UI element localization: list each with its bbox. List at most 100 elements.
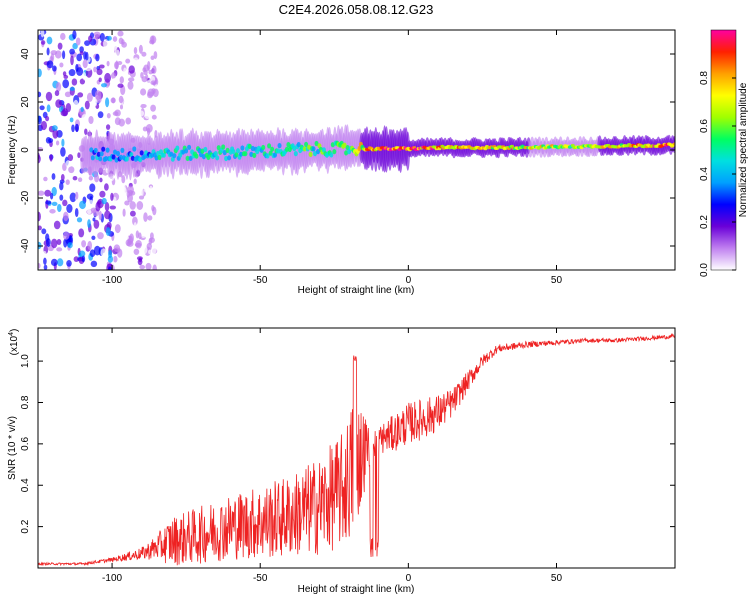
heatmap-cell <box>119 104 124 110</box>
heatmap-cell <box>286 142 291 148</box>
spectrogram-xlabel: Height of straight line (km) <box>298 285 415 296</box>
heatmap-cell <box>148 47 155 53</box>
heatmap-cell <box>50 238 58 249</box>
heatmap-cell <box>307 144 312 150</box>
heatmap-cell <box>250 145 255 152</box>
heatmap-cell <box>127 193 133 203</box>
heatmap-cell <box>123 67 127 77</box>
heatmap-cell <box>187 144 192 150</box>
heatmap-cell <box>93 147 98 154</box>
heatmap-cell <box>135 240 142 249</box>
heatmap-cell <box>125 239 132 247</box>
heatmap-cell <box>111 77 117 88</box>
heatmap-cell <box>143 212 148 222</box>
heatmap-cell <box>154 155 159 161</box>
heatmap-cell <box>56 247 63 252</box>
heatmap-cell <box>93 98 98 107</box>
heatmap-cell <box>147 88 155 97</box>
heatmap-cell <box>65 102 72 113</box>
heatmap-cell <box>62 79 70 89</box>
heatmap-cell <box>329 152 334 158</box>
heatmap-cell <box>243 151 248 157</box>
heatmap-cell <box>148 249 152 255</box>
heatmap-cell <box>43 176 48 182</box>
heatmap-cell <box>38 190 45 196</box>
heatmap-cell <box>99 190 106 198</box>
heatmap-cell <box>124 235 129 240</box>
heatmap-cell <box>45 115 50 122</box>
heatmap-cell <box>93 31 101 38</box>
heatmap-cell <box>51 173 56 180</box>
heatmap-cell <box>215 155 220 161</box>
heatmap-cell <box>38 142 41 148</box>
snr-line-series <box>38 332 675 567</box>
colorbar-tick-label: 0.8 <box>699 71 710 85</box>
heatmap-cell <box>100 83 108 88</box>
heatmap-cell <box>123 224 127 234</box>
heatmap-cell <box>84 100 90 110</box>
heatmap-cell <box>43 257 47 265</box>
heatmap-cell <box>49 220 54 229</box>
heatmap-cell <box>75 191 79 200</box>
heatmap-cell <box>66 204 73 213</box>
y-tick-label: 0.6 <box>20 436 31 450</box>
heatmap-cell <box>140 229 147 238</box>
heatmap-cell <box>134 36 138 43</box>
heatmap-cell <box>110 49 114 56</box>
heatmap-cell <box>296 142 301 148</box>
heatmap-cell <box>76 217 83 223</box>
heatmap-cell <box>49 209 56 214</box>
colorbar-tick-label: 0.2 <box>699 215 710 229</box>
heatmap-cell <box>140 103 147 109</box>
heatmap-cell <box>72 30 77 40</box>
heatmap-cell <box>128 103 134 110</box>
heatmap-cell <box>72 42 78 50</box>
heatmap-cell <box>109 205 117 210</box>
heatmap-cell <box>93 245 101 256</box>
heatmap-cell <box>132 181 138 188</box>
heatmap-cell <box>89 147 94 153</box>
heatmap-cell <box>49 154 53 162</box>
y-tick-label: 1.0 <box>20 354 31 368</box>
x-tick-label: 0 <box>406 573 412 584</box>
heatmap-cell <box>157 154 162 161</box>
heatmap-cell <box>56 258 64 267</box>
heatmap-cell <box>133 57 139 65</box>
heatmap-cell <box>138 110 145 117</box>
heatmap-cell <box>106 35 112 41</box>
heatmap-cell <box>247 143 252 149</box>
heatmap-cell <box>41 228 47 235</box>
heatmap-cell <box>125 117 132 125</box>
heatmap-cell <box>277 143 282 149</box>
heatmap-cell <box>284 146 289 152</box>
spectrogram-ylabel: Frequency (Hz) <box>7 116 18 185</box>
heatmap-cell <box>95 53 100 62</box>
heatmap-cell <box>62 50 66 60</box>
heatmap-cell <box>127 185 134 195</box>
heatmap-cell <box>99 151 104 157</box>
colorbar-tick-label: 0.4 <box>699 167 710 181</box>
heatmap-cell <box>120 261 125 267</box>
heatmap-cell <box>149 185 153 194</box>
heatmap-cell <box>72 175 78 181</box>
heatmap-cell <box>71 124 75 133</box>
heatmap-cell <box>224 155 229 162</box>
heatmap-cell <box>222 150 227 156</box>
heatmap-cell <box>54 90 60 97</box>
heatmap-cell <box>151 245 157 254</box>
heatmap-cell <box>63 231 70 240</box>
heatmap-cell <box>270 146 275 152</box>
heatmap-cell <box>112 111 119 116</box>
heatmap-cell <box>203 146 208 153</box>
heatmap-cell <box>87 209 92 215</box>
spectrogram-heatmap <box>38 30 675 270</box>
heatmap-cell <box>273 152 277 158</box>
heatmap-cell <box>40 120 48 131</box>
colorbar-ticks: 0.0 0.2 0.4 0.6 0.8 <box>699 71 736 277</box>
heatmap-cell <box>313 151 317 157</box>
heatmap-cell <box>68 69 76 77</box>
heatmap-cell <box>147 215 153 221</box>
heatmap-cell <box>105 227 111 236</box>
heatmap-cell <box>144 223 150 231</box>
snr-xlabel: Height of straight line (km) <box>298 584 415 595</box>
